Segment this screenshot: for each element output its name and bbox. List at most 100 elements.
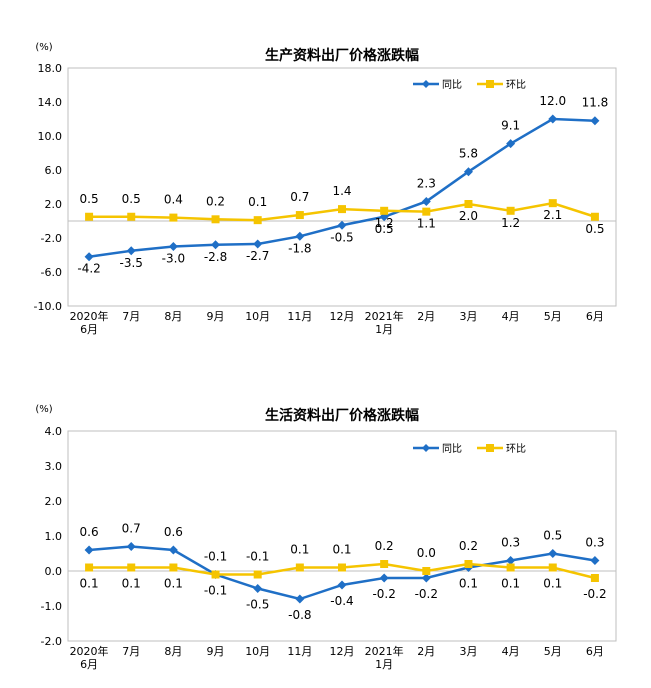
plot-frame	[67, 430, 617, 642]
x-tick-label: 7月	[122, 645, 140, 658]
data-label-mom: 1.2	[501, 216, 520, 230]
data-label-yoy: -0.2	[415, 587, 438, 601]
marker-yoy	[295, 594, 305, 604]
legend-marker-mom	[486, 80, 494, 88]
marker-mom	[85, 563, 94, 572]
data-label-mom: 0.1	[290, 543, 309, 557]
legend-marker-mom	[486, 444, 494, 452]
marker-mom	[590, 574, 599, 582]
x-tick-label: 9月	[207, 310, 225, 323]
x-tick-label: 12月	[330, 310, 355, 323]
data-label-yoy: -0.2	[372, 587, 395, 601]
data-label-mom: 2.0	[459, 209, 478, 223]
marker-mom	[506, 206, 515, 215]
marker-yoy	[211, 240, 221, 250]
x-tick-label: 2020年 6月	[70, 644, 109, 671]
data-label-yoy: 0.3	[501, 536, 520, 550]
data-label-mom: 0.0	[417, 546, 436, 560]
data-label-yoy: 11.8	[582, 96, 609, 110]
marker-mom	[295, 563, 304, 572]
marker-mom	[169, 213, 178, 222]
data-label-yoy: 12.0	[539, 94, 566, 108]
data-label-mom: 0.2	[206, 194, 225, 208]
x-tick-label: 7月	[122, 310, 140, 323]
x-tick-label: 6月	[586, 645, 604, 658]
marker-mom	[506, 563, 515, 572]
data-label-yoy: 0.5	[375, 222, 394, 236]
x-tick-label: 3月	[459, 645, 477, 658]
x-tick-label: 11月	[287, 645, 312, 658]
y-tick-label: 14.0	[38, 96, 63, 109]
marker-mom	[338, 563, 346, 572]
x-tick-label: 2月	[417, 645, 435, 658]
y-tick-label: 3.0	[45, 460, 63, 473]
marker-yoy	[253, 584, 263, 593]
x-tick-label: 2020年 6月	[70, 309, 109, 336]
data-label-mom: 0.7	[290, 190, 309, 204]
marker-yoy	[590, 556, 600, 565]
data-label-mom: 2.1	[543, 208, 562, 222]
data-label-mom: 1.1	[417, 217, 436, 231]
legend-marker-yoy	[422, 444, 430, 452]
data-label-mom: 0.2	[459, 539, 478, 553]
x-tick-label: 2021年 1月	[365, 309, 404, 336]
y-tick-label: 6.0	[45, 164, 63, 177]
marker-mom	[422, 207, 431, 216]
data-label-mom: 0.5	[585, 222, 604, 236]
y-tick-label: 2.0	[45, 495, 63, 508]
data-label-mom: 1.2	[375, 216, 394, 230]
marker-mom	[127, 563, 136, 572]
x-tick-label: 2月	[417, 310, 435, 323]
marker-yoy	[126, 542, 136, 551]
data-label-mom: -0.2	[583, 587, 606, 601]
chart-title: 生产资料出厂价格涨跌幅	[265, 47, 419, 64]
marker-mom	[548, 199, 557, 208]
marker-yoy	[295, 231, 305, 241]
x-tick-label: 5月	[544, 310, 562, 323]
marker-yoy	[379, 573, 389, 583]
data-label-mom: 0.5	[122, 192, 141, 206]
marker-yoy	[84, 545, 94, 555]
legend-label-mom: 环比	[506, 443, 526, 455]
x-tick-label: 11月	[287, 310, 312, 323]
data-label-mom: 0.1	[80, 577, 99, 591]
data-label-yoy: 2.3	[417, 176, 436, 190]
x-tick-label: 6月	[586, 310, 604, 323]
data-label-yoy: -2.8	[204, 250, 227, 264]
x-tick-label: 8月	[164, 645, 182, 658]
data-label-yoy: -1.8	[288, 241, 311, 255]
y-tick-label: 18.0	[38, 62, 63, 75]
marker-yoy	[506, 139, 516, 149]
marker-mom	[548, 563, 557, 572]
data-label-mom: 0.5	[80, 192, 99, 206]
data-label-mom: 1.4	[332, 184, 351, 198]
marker-yoy	[126, 246, 136, 256]
data-label-yoy: -0.1	[204, 550, 227, 564]
y-tick-label: -2.0	[41, 635, 62, 648]
data-label-mom: 0.1	[248, 195, 267, 209]
data-label-mom: 0.1	[332, 543, 351, 557]
y-tick-label: -2.0	[41, 232, 62, 245]
x-tick-label: 5月	[544, 645, 562, 658]
data-label-yoy: -2.7	[246, 249, 269, 263]
x-tick-label: 12月	[330, 645, 355, 658]
marker-mom	[464, 200, 473, 208]
data-label-yoy: 0.6	[164, 525, 183, 539]
legend-label-yoy: 同比	[442, 79, 462, 91]
data-label-yoy: -3.5	[120, 256, 143, 270]
marker-mom	[380, 560, 389, 568]
marker-mom	[422, 567, 431, 575]
legend-label-yoy: 同比	[442, 443, 462, 455]
marker-mom	[169, 563, 178, 572]
y-tick-label: 10.0	[38, 130, 63, 143]
data-label-yoy: 5.8	[459, 147, 478, 161]
marker-yoy	[548, 549, 558, 558]
y-tick-label: -10.0	[34, 300, 62, 313]
x-tick-label: 3月	[459, 310, 477, 323]
data-label-mom: -0.1	[204, 584, 227, 598]
marker-mom	[253, 216, 262, 225]
marker-mom	[380, 206, 389, 215]
chart-title: 生活资料出厂价格涨跌幅	[265, 407, 419, 424]
data-label-mom: 0.1	[164, 577, 183, 591]
